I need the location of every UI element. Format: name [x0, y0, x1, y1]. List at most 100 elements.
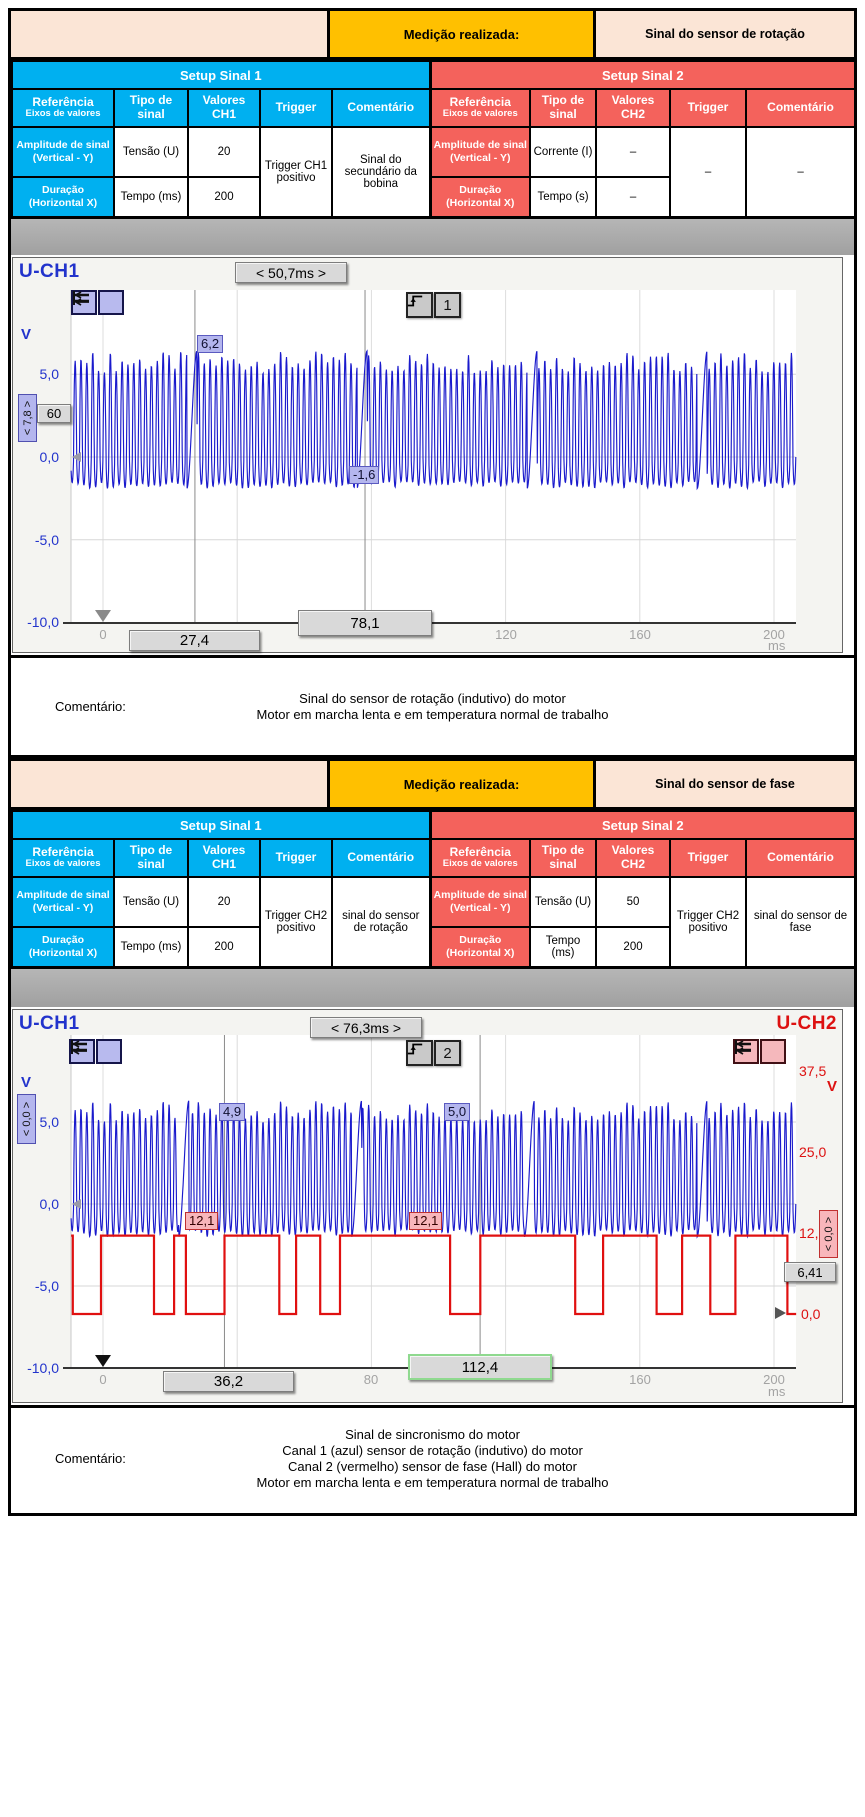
ch2-level-marker[interactable] — [775, 1307, 786, 1319]
scroll-left-icon[interactable] — [735, 1039, 786, 1064]
cell-valor-2: – — [595, 176, 672, 218]
aux-readout[interactable]: 60 — [37, 404, 71, 423]
delta-voltage-marker-ch2[interactable]: < 0,0 > — [819, 1210, 838, 1258]
measurement-block-1: Medição realizada: Sinal do sensor de ro… — [8, 8, 857, 758]
col-trigger-2: Trigger — [669, 88, 748, 128]
cell-valor: 200 — [187, 926, 261, 968]
row-amplitude: Amplitude de sinal (Vertical - Y) — [11, 876, 115, 928]
pan-zoom-icons-ch2[interactable] — [733, 1039, 787, 1064]
col-valores-ch1: Valores CH1 — [187, 88, 261, 128]
comment-line: Sinal do sensor de rotação (indutivo) do… — [299, 690, 566, 706]
delta-voltage-marker[interactable]: < 7,8 > — [18, 394, 37, 442]
col-comentario-2: Comentário — [745, 88, 857, 128]
comment-label: Comentário: — [55, 1451, 126, 1466]
scope-widget-2: U-CH1 U-CH2 < 76,3ms > — [12, 1009, 843, 1403]
comment-box-2: Comentário: Sinal de sincronismo do moto… — [11, 1405, 854, 1509]
setup-table-block2: Setup Sinal 1 Setup Sinal 2 Referência Ei… — [10, 810, 857, 968]
cursor2-voltage-label: -1,6 — [349, 466, 380, 484]
cell-valor-2: 50 — [595, 876, 672, 928]
trigger-channel-number: 1 — [434, 292, 461, 318]
cell-tipo: Tempo (ms) — [113, 926, 189, 968]
cursor2-time-readout[interactable]: 112,4 — [408, 1354, 552, 1380]
setup1-title: Setup Sinal 1 — [10, 60, 432, 90]
col-trigger-2: Trigger — [669, 838, 748, 878]
col-referencia: Referência Eixos de valores — [11, 88, 115, 128]
cell-comentario-2: sinal do sensor de fase — [745, 876, 857, 968]
x-tick: 0 — [99, 627, 107, 642]
scope-plot-2 — [63, 1035, 797, 1369]
row-duracao-2: Duração (Horizontal X) — [428, 926, 532, 968]
scroll-left-icon[interactable] — [73, 290, 124, 315]
cell-tipo-2: Tensão (U) — [529, 876, 598, 928]
cursor1-voltage-label: 6,2 — [197, 335, 224, 353]
trigger-time-marker[interactable] — [95, 1355, 111, 1367]
col-tipo: Tipo de sinal — [113, 88, 189, 128]
comment-line: Motor em marcha lenta e em temperatura n… — [256, 1474, 609, 1490]
measurement-value: Sinal do sensor de fase — [596, 761, 854, 807]
block2-header-row: Medição realizada: Sinal do sensor de fa… — [11, 761, 854, 810]
x-tick: 160 — [629, 1372, 651, 1387]
trigger-channel-number: 2 — [434, 1040, 461, 1066]
channel1-label: U-CH1 — [19, 261, 80, 282]
cursor2-time-readout[interactable]: 78,1 — [298, 610, 432, 636]
col-trigger: Trigger — [259, 838, 333, 878]
y2-axis-unit: V — [827, 1078, 838, 1095]
x-tick: 120 — [495, 627, 517, 642]
col-tipo: Tipo de sinal — [113, 838, 189, 878]
delta-time-readout[interactable]: < 76,3ms > — [310, 1017, 422, 1038]
cursor1-ch2-label: 12,1 — [185, 1212, 219, 1230]
cell-comentario: Sinal do secundário da bobina — [330, 126, 432, 218]
y-tick: 5,0 — [39, 1114, 59, 1130]
channel2-label: U-CH2 — [776, 1013, 837, 1034]
channel1-label: U-CH1 — [19, 1013, 80, 1034]
cell-trigger-2: Trigger CH2 positivo — [669, 876, 748, 968]
delta-time-readout[interactable]: < 50,7ms > — [235, 262, 347, 283]
cell-tipo-2: Tempo (s) — [529, 176, 598, 218]
cursor2-ch2-label: 12,1 — [409, 1212, 443, 1230]
setup2-title: Setup Sinal 2 — [428, 60, 857, 90]
cell-valor-2: – — [595, 126, 672, 178]
y-tick: 0,0 — [39, 449, 59, 465]
row-amplitude-2: Amplitude de sinal (Vertical - Y) — [428, 126, 532, 178]
y-tick: -10,0 — [27, 1360, 59, 1376]
measurement-block-2: Medição realizada: Sinal do sensor de fa… — [8, 758, 857, 1516]
y-tick: -5,0 — [34, 1278, 59, 1294]
col-referencia: Referência Eixos de valores — [11, 838, 115, 878]
trigger-time-marker[interactable] — [95, 610, 111, 622]
x-tick: 200 — [763, 627, 785, 642]
measurement-label: Medição realizada: — [330, 761, 596, 807]
ground-level-marker[interactable] — [72, 1199, 81, 1209]
cell-tipo-2: Tempo (ms) — [529, 926, 598, 968]
y-tick: 5,0 — [39, 366, 59, 382]
scroll-left-icon[interactable] — [71, 1039, 122, 1064]
comment-line: Canal 1 (azul) sensor de rotação (induti… — [282, 1442, 583, 1458]
trigger-edge-icon — [406, 292, 433, 318]
col-comentario-2: Comentário — [745, 838, 857, 878]
comment-line: Sinal de sincronismo do motor — [345, 1426, 520, 1442]
setup1-title: Setup Sinal 1 — [10, 810, 432, 840]
x-axis-unit: ms — [768, 1384, 786, 1399]
pan-zoom-icons[interactable] — [71, 290, 125, 315]
col-valores-ch2: Valores CH2 — [595, 838, 672, 878]
delta-voltage-marker-ch1[interactable]: < 0,0 > — [17, 1094, 36, 1144]
col-referencia-2: Referência Eixos de valores — [428, 838, 532, 878]
cursor1-time-readout[interactable]: 36,2 — [163, 1371, 294, 1392]
cell-comentario-2: – — [745, 126, 857, 218]
cursor1-ch1-label: 4,9 — [219, 1103, 246, 1121]
trigger-indicator[interactable]: 2 — [406, 1040, 462, 1066]
y2-tick: 25,0 — [799, 1144, 827, 1160]
aux-readout[interactable]: 6,41 — [784, 1262, 836, 1282]
cell-valor: 20 — [187, 126, 261, 178]
trigger-indicator[interactable]: 1 — [406, 292, 462, 318]
block1-header-row: Medição realizada: Sinal do sensor de ro… — [11, 11, 854, 60]
cursor1-time-readout[interactable]: 27,4 — [129, 630, 260, 651]
comment-label: Comentário: — [55, 699, 126, 714]
row-amplitude-2: Amplitude de sinal (Vertical - Y) — [428, 876, 532, 928]
row-duracao: Duração (Horizontal X) — [11, 176, 115, 218]
pan-zoom-icons-ch1[interactable] — [69, 1039, 123, 1064]
cell-tipo: Tensão (U) — [113, 126, 189, 178]
oscilloscope-chart-2: U-CH1 U-CH2 < 76,3ms > — [11, 1007, 854, 1405]
cell-trigger: Trigger CH1 positivo — [259, 126, 333, 218]
ground-level-marker[interactable] — [72, 452, 81, 462]
col-comentario: Comentário — [330, 88, 432, 128]
